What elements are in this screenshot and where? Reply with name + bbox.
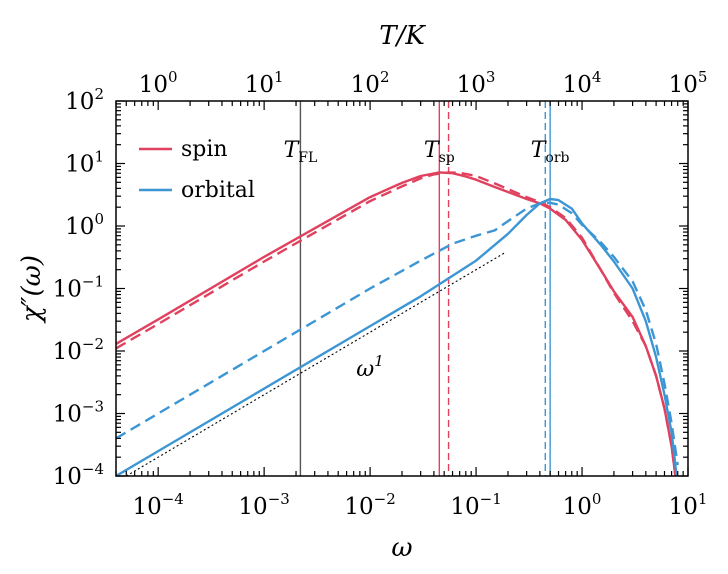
x-tick-label: 10−3: [238, 490, 289, 520]
x-tick-label: 10−2: [344, 490, 395, 520]
top-tick-label: 105: [669, 68, 708, 98]
legend-label-orbital: orbital: [181, 178, 255, 203]
x-tick-label: 10−1: [450, 490, 501, 520]
reference-line: [126, 251, 506, 476]
y-tick-label: 100: [65, 210, 104, 240]
y-axis-label: χ″(ω): [17, 255, 47, 324]
top-tick-label: 102: [351, 68, 390, 98]
y-tick-label: 10−3: [53, 398, 104, 428]
plot-frame: [115, 100, 689, 477]
x-axis-label: ω: [391, 533, 412, 563]
top-tick-label: 104: [563, 68, 602, 98]
series-orbital-solid: [116, 197, 678, 476]
chart-text: TFL Tsp Torb ω1 10−4 10−3 10−2 10−1 100 101 100 101…: [17, 21, 707, 563]
x-tick-label: 100: [563, 490, 602, 520]
y-tick-label: 10−1: [53, 273, 104, 303]
y-tick-label: 102: [65, 85, 104, 115]
y-tick-label: 10−2: [53, 335, 104, 365]
plot-lines: [116, 101, 679, 476]
vline-label-sp: Tsp: [424, 138, 455, 166]
top-tick-label: 101: [245, 68, 284, 98]
top-tick-label: 100: [139, 68, 178, 98]
x-tick-label: 10−4: [132, 490, 183, 520]
series-orbital-dashed: [116, 201, 679, 466]
top-axis-label: T/K: [379, 21, 426, 51]
x-tick-label: 101: [669, 490, 708, 520]
top-tick-label: 103: [457, 68, 496, 98]
axis-ticks: [115, 100, 689, 477]
legend-label-spin: spin: [181, 137, 228, 162]
y-tick-label: 10−4: [53, 460, 104, 490]
series-spin-dashed: [116, 171, 677, 476]
reference-line-label: ω1: [356, 352, 384, 382]
vline-label-fl: TFL: [284, 138, 318, 166]
series-spin-solid: [116, 171, 677, 476]
vline-label-orb: Torb: [531, 138, 570, 166]
y-tick-label: 101: [65, 148, 104, 178]
